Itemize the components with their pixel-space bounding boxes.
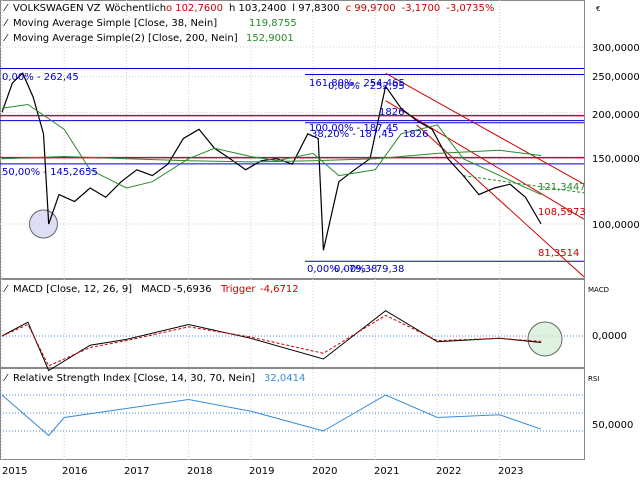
price-series-line — [1, 103, 542, 196]
highlight-circle — [28, 209, 58, 239]
rsi-axis-title: RSI — [588, 375, 599, 383]
rsi-panel-frame — [0, 368, 585, 460]
price-tick: 150,0000 — [592, 154, 640, 165]
rsi-tick: 50,0000 — [592, 420, 633, 431]
ohlc-key: l — [292, 3, 298, 14]
fib-label: 100,00% - 187,45 — [309, 123, 398, 134]
channel-line-mid — [385, 100, 585, 220]
channel-label-upper: 121,3447 — [538, 182, 586, 193]
macd-panel-frame — [0, 279, 585, 368]
change-percent: -3,0735% — [446, 3, 494, 14]
rsi-legend: ⁄ Relative Strength Index [Close, 14, 30… — [3, 373, 633, 431]
year-label: 2023 — [498, 466, 523, 477]
fib-label: 1826 — [379, 107, 404, 118]
change-value: -3,1700 — [402, 3, 441, 14]
year-label: 2022 — [436, 466, 461, 477]
ma38-value: 119,8755 — [249, 18, 297, 29]
channel-line-green — [463, 175, 585, 194]
price-series-line — [1, 72, 542, 251]
fib-label: 50,00% - 145,2655 — [2, 167, 98, 178]
channel-labels: 121,3447 108,5973 81,3514 — [538, 182, 586, 259]
macd-tick: 0,0000 — [592, 331, 627, 342]
year-label: 2020 — [312, 466, 337, 477]
period-label: Wöchentlich — [105, 3, 166, 14]
price-axis: 300,0000 250,0000 200,0000 150,0000 100,… — [592, 43, 640, 231]
rsi-value: 32,0414 — [264, 373, 305, 384]
ohlc-value: 97,8300 — [298, 3, 339, 14]
fib-label: 0,00% - 262,45 — [2, 72, 79, 83]
ohlc-key: c — [346, 3, 355, 14]
price-tick: 250,0000 — [592, 72, 640, 83]
arrow-icon: ⁄ — [3, 18, 9, 29]
fib-label: 38,20% - 187,45 — [311, 129, 394, 140]
fib-label: 0,00% - 79,38 — [334, 264, 404, 275]
ohlc-value: 102,7600 — [175, 3, 223, 14]
ohlc-key: o — [166, 3, 175, 14]
price-legend: ⁄ VOLKSWAGEN VZ Wöchentlich o 102,7600 h … — [3, 3, 600, 44]
rsi-title: Relative Strength Index [Close, 14, 30, … — [13, 373, 255, 384]
ma200-label: Moving Average Simple(2) [Close, 200, Ne… — [13, 33, 238, 44]
trigger-value: -4,6712 — [260, 284, 299, 295]
macd-legend: ⁄ MACD [Close, 12, 26, 9] MACD -5,6936 T… — [3, 284, 627, 342]
macd-label: MACD — [141, 284, 171, 295]
highlight-circle — [527, 321, 563, 357]
rsi-line — [1, 394, 542, 437]
year-label: 2015 — [2, 466, 27, 477]
macd-axis-title: MACD — [588, 286, 609, 294]
arrow-icon: ⁄ — [3, 373, 9, 384]
year-label: 2017 — [124, 466, 149, 477]
ma38-label: Moving Average Simple [Close, 38, Nein] — [13, 18, 217, 29]
arrow-icon: ⁄ — [3, 3, 9, 14]
currency-symbol: € — [596, 5, 600, 13]
year-label: 2018 — [187, 466, 212, 477]
ohlc-value: 99,9700 — [354, 3, 395, 14]
price-panel-frame — [0, 0, 585, 279]
time-axis: 2015 2016 2017 2018 2019 2020 2021 2022 … — [2, 466, 523, 477]
grid — [0, 0, 584, 460]
drawings — [0, 68, 585, 357]
channel-label-mid: 108,5973 — [538, 207, 586, 218]
macd-title: MACD [Close, 12, 26, 9] — [13, 284, 132, 295]
year-label: 2019 — [249, 466, 274, 477]
channel-label-lower: 81,3514 — [538, 248, 579, 259]
fib-label: 161,80% - 254,465 — [309, 78, 405, 89]
year-label: 2021 — [374, 466, 399, 477]
ohlc-value: 103,2400 — [239, 3, 287, 14]
trigger-line — [1, 314, 542, 367]
price-tick: 200,0000 — [592, 110, 640, 121]
arrow-icon: ⁄ — [3, 284, 9, 295]
fib-label: 0,00% - 252,95 — [328, 81, 405, 92]
ohlc-readout: o 102,7600 h 103,2400 l 97,8300 c 99,9700 -3… — [166, 3, 494, 14]
instrument-name: VOLKSWAGEN VZ — [13, 3, 101, 14]
year-label: 2016 — [62, 466, 87, 477]
price-tick: 300,0000 — [592, 43, 640, 54]
fib-label: 0,00% - 79,38 — [307, 264, 377, 275]
ohlc-key: h — [229, 3, 239, 14]
price-tick: 100,0000 — [592, 220, 640, 231]
macd-value: -5,6936 — [173, 284, 212, 295]
trigger-label: Trigger — [220, 284, 256, 295]
fib-label: 1826 — [403, 129, 428, 140]
channel-line-upper — [385, 72, 585, 185]
ma200-value: 152,9001 — [246, 33, 294, 44]
series — [1, 72, 542, 437]
channel-line-lower — [416, 124, 585, 278]
arrow-icon: ⁄ — [3, 33, 9, 44]
price-series-line — [1, 149, 542, 163]
fib-labels: 0,00% - 262,45 50,00% - 145,2655 161,80%… — [2, 72, 428, 275]
macd-line — [1, 310, 542, 372]
